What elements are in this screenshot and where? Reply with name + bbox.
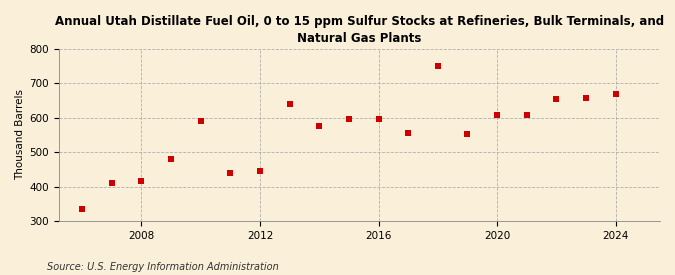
Point [433, 64, 443, 68]
Point [551, 97, 562, 101]
Y-axis label: Thousand Barrels: Thousand Barrels [15, 89, 25, 180]
Point [195, 119, 206, 123]
Point [344, 117, 354, 121]
Point [373, 117, 384, 121]
Point [136, 179, 147, 184]
Point [610, 92, 621, 97]
Title: Annual Utah Distillate Fuel Oil, 0 to 15 ppm Sulfur Stocks at Refineries, Bulk T: Annual Utah Distillate Fuel Oil, 0 to 15… [55, 15, 664, 45]
Point [491, 113, 502, 118]
Point [462, 132, 472, 136]
Point [403, 131, 414, 136]
Point [254, 169, 265, 173]
Text: Source: U.S. Energy Information Administration: Source: U.S. Energy Information Administ… [47, 262, 279, 272]
Point [107, 181, 117, 185]
Point [284, 102, 295, 106]
Point [521, 112, 532, 117]
Point [314, 124, 325, 129]
Point [77, 207, 88, 211]
Point [225, 171, 236, 175]
Point [580, 96, 591, 100]
Point [165, 157, 176, 161]
